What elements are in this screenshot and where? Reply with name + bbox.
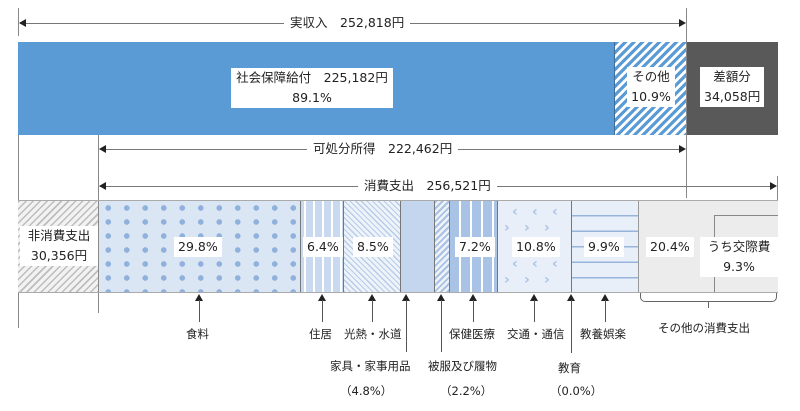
chevron-left-icon: ‹: [512, 204, 518, 220]
misc-bracket: [640, 293, 777, 302]
arrow-up-icon: [567, 294, 575, 301]
arrow-up-icon: [318, 294, 326, 301]
social-security-share: 89.1%: [292, 90, 332, 105]
food-share: 29.8%: [174, 237, 222, 257]
non-consumption-name: 非消費支出: [27, 228, 91, 243]
category-furniture-share: （4.8%）: [340, 384, 393, 398]
pointer-line: [406, 300, 407, 352]
category-food: 食料: [186, 327, 209, 341]
income-span-label: 実収入 252,818円: [284, 15, 411, 31]
category-housing: 住居: [309, 327, 332, 341]
deficit-amount: 34,058円: [704, 89, 761, 104]
category-education-share: （0.0%）: [550, 384, 603, 398]
disposable-span-label: 可処分所得 222,462円: [307, 141, 459, 157]
housing-share: 6.4%: [303, 237, 343, 257]
category-furniture: 家具・家事用品: [330, 359, 411, 373]
category-transport: 交通・通信: [507, 327, 565, 341]
arrow-left-icon: [19, 19, 26, 27]
nonc-left-guide: [18, 293, 19, 328]
category-utilities: 光熱・水道: [344, 327, 402, 341]
arrow-up-icon: [402, 294, 410, 301]
pointer-line: [605, 300, 606, 322]
arrow-left-icon: [99, 182, 106, 190]
social-expense-name: うち交際費: [707, 239, 771, 254]
income-left-guide: [18, 8, 19, 36]
chevron-left-icon: ‹: [532, 256, 538, 272]
deficit-label: 差額分 34,058円: [700, 67, 764, 107]
chevron-right-icon: ›: [544, 220, 550, 236]
disposable-left-guide: [98, 135, 99, 201]
pointer-line: [571, 300, 572, 353]
arrow-left-icon: [99, 145, 106, 153]
chevron-right-icon: ›: [504, 220, 510, 236]
culture-share: 9.9%: [584, 237, 624, 257]
arrow-up-icon: [601, 294, 609, 301]
category-education: 教育: [558, 361, 581, 375]
misc-share: 20.4%: [646, 237, 694, 257]
income-right-guide: [686, 8, 687, 198]
other-income-share: 10.9%: [631, 89, 671, 104]
chevron-right-icon: ›: [524, 220, 530, 236]
left-frame-guide: [18, 135, 19, 201]
social-security-amount: 社会保障給付 225,182円: [236, 70, 388, 85]
consumption-span-label: 消費支出 256,521円: [358, 178, 497, 194]
pointer-line: [322, 300, 323, 322]
bar-clothing: [435, 201, 450, 292]
category-culture: 教養娯楽: [580, 327, 626, 341]
category-misc: その他の消費支出: [658, 321, 750, 335]
chevron-right-icon: ›: [504, 272, 510, 288]
pointer-line: [441, 300, 442, 352]
arrow-up-icon: [195, 294, 203, 301]
transport-share: 10.8%: [512, 237, 560, 257]
arrow-up-icon: [530, 294, 538, 301]
arrow-up-icon: [437, 294, 445, 301]
chevron-left-icon: ‹: [552, 204, 558, 220]
social-expense-label: うち交際費 9.3%: [700, 237, 778, 277]
bottom-bar-frame: [18, 200, 778, 293]
category-clothing-share: （2.2%）: [440, 384, 493, 398]
arrow-up-icon: [469, 294, 477, 301]
chevron-left-icon: ‹: [552, 256, 558, 272]
pointer-line: [473, 300, 474, 322]
chevron-left-icon: ‹: [532, 204, 538, 220]
deficit-name: 差額分: [713, 69, 751, 84]
other-income-label: その他 10.9%: [627, 67, 675, 107]
arrow-right-icon: [679, 19, 686, 27]
social-expense-share: 9.3%: [723, 259, 755, 274]
other-income-name: その他: [632, 69, 670, 84]
medical-share: 7.2%: [455, 237, 495, 257]
category-medical: 保健医療: [449, 327, 495, 341]
chevron-right-icon: ›: [544, 272, 550, 288]
category-clothing: 被服及び履物: [428, 359, 497, 373]
food-left-guide: [98, 293, 99, 313]
pointer-line: [534, 300, 535, 322]
non-consumption-amount: 30,356円: [30, 248, 88, 263]
chevron-right-icon: ›: [524, 272, 530, 288]
pointer-line: [372, 300, 373, 322]
misc-bracket-tick: [708, 302, 709, 308]
arrow-up-icon: [368, 294, 376, 301]
bar-furniture: [401, 201, 435, 292]
non-consumption-label: 非消費支出 30,356円: [20, 226, 98, 266]
pointer-line: [199, 300, 200, 322]
chevron-left-icon: ‹: [512, 256, 518, 272]
arrow-right-icon: [679, 145, 686, 153]
consumption-right-guide: [777, 176, 778, 201]
utilities-share: 8.5%: [353, 237, 393, 257]
arrow-right-icon: [770, 182, 777, 190]
bar-food: [99, 201, 301, 292]
social-security-label: 社会保障給付 225,182円 89.1%: [231, 68, 393, 108]
